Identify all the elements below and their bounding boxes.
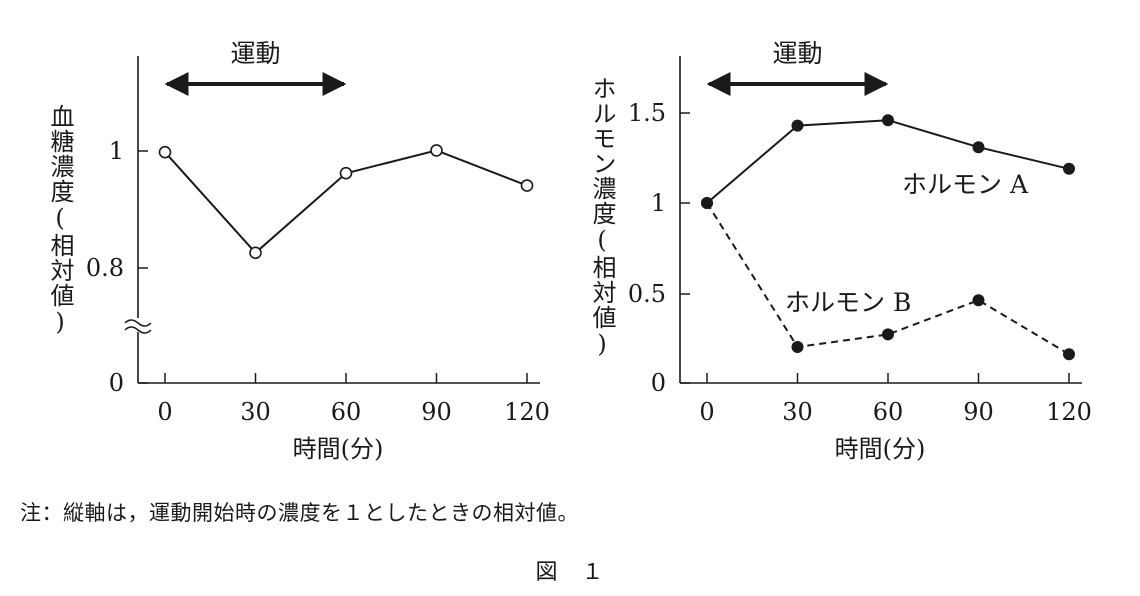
chart1-axes bbox=[124, 56, 540, 384]
chart2-series-2-point bbox=[701, 197, 713, 209]
chart2-series-2-point bbox=[882, 328, 894, 341]
figure-canvas: 00.81 0 30 60 90 120 運動 時間(分) 血糖濃度(相対値) 00.5… bbox=[46, 39, 1092, 463]
hormone-chart: 0 0.5 1 1.5 0 30 60 90 120 運動 ホルモン A ホルモン B 時間(… bbox=[588, 39, 1092, 463]
figure-caption: 図 １ bbox=[535, 560, 605, 585]
chart1-y-tick-label: 0 bbox=[109, 369, 124, 397]
chart2-y-tick-label: 0.5 bbox=[628, 280, 666, 308]
chart1-x-tick-label: 90 bbox=[421, 398, 452, 426]
chart2-series-2-point bbox=[791, 341, 804, 353]
chart1-exercise-bracket: 運動 bbox=[164, 39, 347, 96]
chart2-axes bbox=[679, 56, 1082, 384]
chart2-y-axis-label: ホルモン濃度(相対値) bbox=[588, 76, 616, 359]
figure-note: 注：縦軸は，運動開始時の濃度を１としたときの相対値。 bbox=[20, 501, 579, 525]
chart1-exercise-label: 運動 bbox=[230, 39, 280, 68]
chart1-x-tick-label: 60 bbox=[331, 398, 362, 426]
chart1-x-tick-label: 0 bbox=[157, 398, 172, 426]
chart2-series bbox=[701, 114, 1075, 361]
chart2-x-tick-label: 0 bbox=[699, 398, 714, 426]
chart2-y-ticks: 0 0.5 1 1.5 bbox=[628, 99, 690, 397]
chart1-x-axis-label: 時間(分) bbox=[293, 435, 384, 463]
chart2-x-tick-label: 60 bbox=[873, 398, 904, 426]
chart2-x-ticks: 0 30 60 90 120 bbox=[699, 373, 1092, 426]
chart1-x-tick-label: 30 bbox=[240, 398, 271, 426]
chart1-series-1-point bbox=[339, 166, 353, 180]
hormone-b-label: ホルモン B bbox=[785, 288, 911, 317]
chart1-x-ticks: 0 30 60 90 120 bbox=[157, 373, 550, 426]
chart1-series bbox=[158, 144, 534, 260]
chart2-x-axis-label: 時間(分) bbox=[835, 435, 926, 463]
chart2-series-2-line bbox=[706, 202, 1070, 356]
chart2-exercise-label: 運動 bbox=[772, 39, 822, 68]
chart2-series-1-point bbox=[972, 141, 985, 154]
chart2-exercise-bracket: 運動 bbox=[706, 39, 889, 96]
chart1-x-tick-label: 120 bbox=[504, 398, 550, 426]
chart2-x-tick-label: 120 bbox=[1046, 398, 1092, 426]
chart1-series-1-point bbox=[520, 179, 534, 192]
chart1-y-tick-label: 1 bbox=[109, 137, 124, 165]
chart2-series-1-point bbox=[882, 114, 894, 127]
chart2-series-2-point bbox=[1063, 348, 1075, 361]
chart2-x-tick-label: 90 bbox=[963, 398, 994, 426]
chart1-axis-break-gap bbox=[124, 318, 152, 332]
chart1-y-axis-label: 血糖濃度(相対値) bbox=[46, 104, 74, 337]
chart1-y-ticks: 00.81 bbox=[86, 137, 148, 397]
chart2-series-1-point bbox=[1063, 162, 1075, 175]
chart1-series-1-point bbox=[158, 145, 172, 159]
chart1-y-tick-label: 0.8 bbox=[86, 254, 124, 282]
chart2-y-tick-label: 1 bbox=[651, 189, 666, 217]
chart1-axis-break-mark bbox=[124, 319, 152, 327]
chart2-series-2-point bbox=[972, 294, 985, 307]
chart1-series-1-point bbox=[249, 246, 262, 260]
chart1-series-1-point bbox=[430, 144, 443, 157]
chart2-y-tick-label: 1.5 bbox=[628, 99, 666, 127]
chart2-series-1-point bbox=[791, 119, 804, 132]
chart1-series-1-line bbox=[164, 149, 528, 255]
chart2-x-tick-label: 30 bbox=[782, 398, 813, 426]
hormone-a-label: ホルモン A bbox=[902, 170, 1029, 199]
chart2-y-tick-label: 0 bbox=[651, 369, 666, 397]
blood-glucose-chart: 00.81 0 30 60 90 120 運動 時間(分) 血糖濃度(相対値) bbox=[46, 39, 550, 463]
chart1-axis-break-mark bbox=[124, 326, 152, 334]
